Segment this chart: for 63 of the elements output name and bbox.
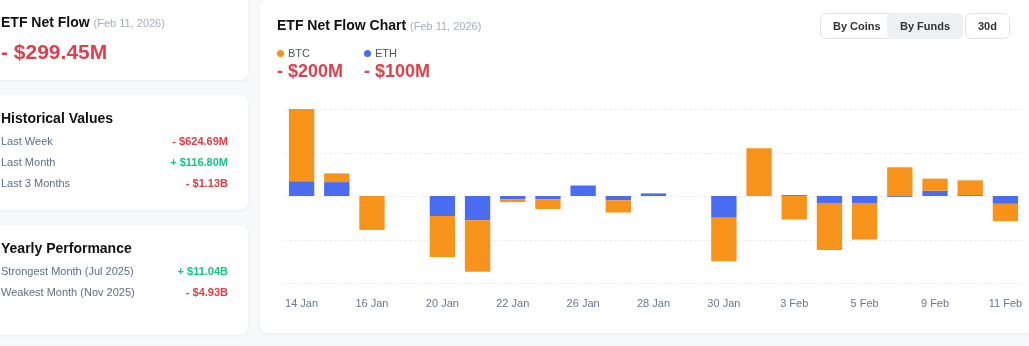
bar bbox=[711, 196, 737, 218]
bar bbox=[922, 190, 948, 196]
bar bbox=[816, 202, 843, 250]
chart-title: ETF Net Flow Chart bbox=[277, 17, 407, 33]
x-tick-label: 14 Jan bbox=[285, 296, 319, 309]
bar bbox=[640, 193, 667, 196]
bar bbox=[324, 173, 350, 183]
text: - $299.45M bbox=[1, 40, 109, 64]
bar bbox=[429, 216, 456, 257]
text: 30d bbox=[965, 13, 1010, 39]
bar bbox=[535, 199, 561, 210]
text: + $11.04B bbox=[177, 265, 228, 277]
x-tick-label: 30 Jan bbox=[707, 296, 741, 309]
bar bbox=[359, 196, 385, 230]
chart-subtitle: (Feb 11, 2026) bbox=[410, 20, 482, 32]
text: Strongest Month (Jul 2025) bbox=[1, 265, 134, 277]
bar bbox=[464, 196, 491, 221]
bar bbox=[816, 196, 843, 203]
text: - $100M bbox=[364, 61, 431, 82]
x-tick-label: 20 Jan bbox=[425, 296, 459, 309]
text: Last Month bbox=[1, 156, 56, 168]
bar bbox=[957, 180, 983, 196]
bar bbox=[887, 167, 913, 196]
bar bbox=[605, 200, 631, 213]
bar bbox=[605, 196, 631, 201]
bar bbox=[288, 181, 315, 196]
bar bbox=[464, 220, 491, 272]
text: (Feb 11, 2026) bbox=[93, 17, 165, 29]
x-tick-label: 11 Feb bbox=[988, 296, 1023, 309]
x-tick-label: 16 Jan bbox=[355, 296, 389, 309]
bar bbox=[288, 109, 315, 182]
x-tick-label: 22 Jan bbox=[496, 296, 530, 309]
bar bbox=[711, 217, 737, 262]
bar bbox=[922, 178, 948, 191]
bar bbox=[746, 148, 772, 196]
text: + $116.80M bbox=[170, 156, 228, 168]
bar bbox=[851, 202, 878, 240]
bar bbox=[429, 196, 456, 217]
x-tick-label: 28 Jan bbox=[636, 296, 671, 309]
text: - $624.69M bbox=[172, 135, 228, 147]
bar bbox=[781, 196, 807, 220]
text: By Coins bbox=[820, 13, 894, 39]
text: - $200M bbox=[277, 61, 344, 82]
text: - $4.93B bbox=[185, 286, 228, 298]
x-tick-label: 9 Feb bbox=[920, 296, 950, 309]
x-tick-label: 3 Feb bbox=[780, 296, 809, 309]
bar bbox=[992, 196, 1019, 204]
bar bbox=[992, 203, 1019, 222]
text: Yearly Performance bbox=[1, 240, 133, 256]
text: Last Week bbox=[1, 135, 53, 147]
text: By Funds bbox=[887, 13, 964, 39]
text: Weakest Month (Nov 2025) bbox=[1, 286, 135, 298]
bar bbox=[324, 182, 350, 196]
bar bbox=[851, 196, 878, 203]
legend-label: BTC bbox=[287, 47, 311, 59]
bar bbox=[570, 185, 596, 196]
x-tick-label: 5 Feb bbox=[850, 296, 879, 309]
text: Historical Values bbox=[1, 110, 115, 126]
text: ETF Net Flow bbox=[1, 14, 90, 30]
x-tick-label: 26 Jan bbox=[566, 296, 600, 309]
text: Last 3 Months bbox=[1, 177, 71, 189]
legend-label: ETH bbox=[374, 47, 398, 59]
text: - $1.13B bbox=[185, 177, 228, 189]
